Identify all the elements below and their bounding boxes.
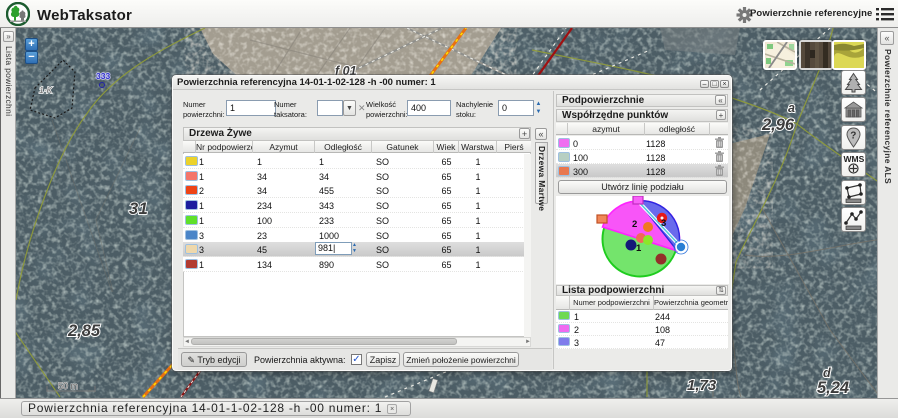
svg-text:1,73: 1,73 xyxy=(687,377,717,394)
svg-text:WMS: WMS xyxy=(844,154,865,164)
svg-text:333: 333 xyxy=(96,71,110,81)
svg-text:d: d xyxy=(823,366,831,380)
svg-text:5,24: 5,24 xyxy=(817,379,849,397)
svg-text:1·K: 1·K xyxy=(39,85,53,95)
svg-text:50 m: 50 m xyxy=(58,381,78,391)
svg-text:1: 1 xyxy=(636,243,642,254)
svg-text:?: ? xyxy=(850,131,856,142)
svg-text:2: 2 xyxy=(632,219,637,230)
svg-text:3: 3 xyxy=(661,218,666,229)
svg-text:2,96: 2,96 xyxy=(761,116,795,134)
svg-text:2,85: 2,85 xyxy=(67,322,101,340)
svg-text:a: a xyxy=(788,101,795,115)
svg-text:31: 31 xyxy=(129,200,148,218)
